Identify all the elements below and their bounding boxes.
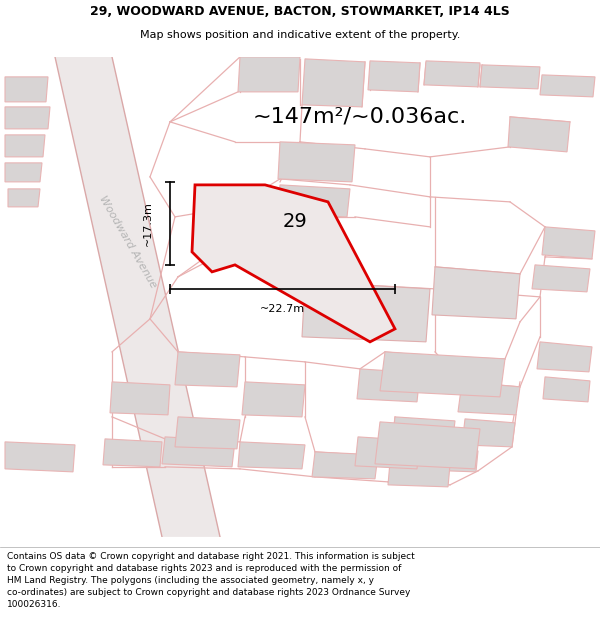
Polygon shape xyxy=(388,462,450,487)
Text: 29: 29 xyxy=(283,213,307,231)
Polygon shape xyxy=(543,377,590,402)
Polygon shape xyxy=(5,77,48,102)
Polygon shape xyxy=(175,352,240,387)
Polygon shape xyxy=(110,382,170,415)
Polygon shape xyxy=(448,449,478,472)
Text: Contains OS data © Crown copyright and database right 2021. This information is : Contains OS data © Crown copyright and d… xyxy=(7,551,415,609)
Polygon shape xyxy=(192,185,395,342)
Polygon shape xyxy=(537,342,592,372)
Polygon shape xyxy=(508,117,570,152)
Polygon shape xyxy=(175,417,240,449)
Text: ~17.3m: ~17.3m xyxy=(143,201,153,246)
Polygon shape xyxy=(278,142,355,182)
Polygon shape xyxy=(380,352,505,397)
Polygon shape xyxy=(5,442,75,472)
Text: Woodward Avenue: Woodward Avenue xyxy=(97,194,158,290)
Polygon shape xyxy=(357,369,420,402)
Polygon shape xyxy=(238,57,300,92)
Text: ~22.7m: ~22.7m xyxy=(260,304,305,314)
Polygon shape xyxy=(424,61,480,87)
Polygon shape xyxy=(212,197,310,242)
Polygon shape xyxy=(355,437,420,469)
Polygon shape xyxy=(5,107,50,129)
Polygon shape xyxy=(242,382,305,417)
Polygon shape xyxy=(277,185,350,217)
Polygon shape xyxy=(302,59,365,107)
Polygon shape xyxy=(375,422,480,469)
Polygon shape xyxy=(312,452,378,479)
Polygon shape xyxy=(238,442,305,469)
Polygon shape xyxy=(462,419,515,447)
Polygon shape xyxy=(368,61,420,92)
Polygon shape xyxy=(55,57,220,537)
Polygon shape xyxy=(5,135,45,157)
Polygon shape xyxy=(103,439,162,467)
Polygon shape xyxy=(542,227,595,259)
Polygon shape xyxy=(432,267,520,319)
Polygon shape xyxy=(8,189,40,207)
Polygon shape xyxy=(532,265,590,292)
Polygon shape xyxy=(5,163,42,182)
Polygon shape xyxy=(540,75,595,97)
Text: ~147m²/~0.036ac.: ~147m²/~0.036ac. xyxy=(253,107,467,127)
Text: Map shows position and indicative extent of the property.: Map shows position and indicative extent… xyxy=(140,30,460,40)
Polygon shape xyxy=(162,437,235,467)
Text: 29, WOODWARD AVENUE, BACTON, STOWMARKET, IP14 4LS: 29, WOODWARD AVENUE, BACTON, STOWMARKET,… xyxy=(90,5,510,18)
Polygon shape xyxy=(458,382,520,415)
Polygon shape xyxy=(302,282,430,342)
Polygon shape xyxy=(480,65,540,89)
Polygon shape xyxy=(392,417,455,447)
